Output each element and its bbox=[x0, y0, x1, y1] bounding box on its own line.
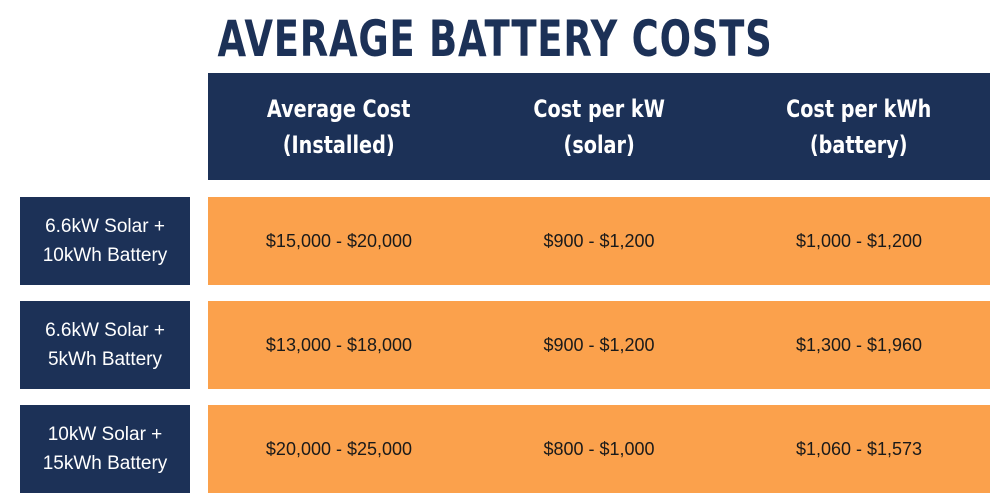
column-header-average-cost: Average Cost (Installed) bbox=[208, 73, 470, 180]
column-header-line2: (solar) bbox=[563, 130, 635, 159]
column-header-line2: (battery) bbox=[810, 130, 908, 159]
row-label-system-2: 6.6kW Solar + 5kWh Battery bbox=[20, 301, 190, 389]
table-cell-cost-per-kw: $900 - $1,200 bbox=[468, 301, 730, 389]
cell-value: $900 - $1,200 bbox=[543, 334, 655, 355]
row-label-line2: 5kWh Battery bbox=[47, 349, 163, 370]
row-label-system-1: 6.6kW Solar + 10kWh Battery bbox=[20, 197, 190, 285]
row-label-line2: 15kWh Battery bbox=[42, 453, 168, 474]
column-header-line1: Cost per kW bbox=[533, 94, 665, 123]
column-header-cost-per-kw: Cost per kW (solar) bbox=[468, 73, 730, 180]
row-label-line1: 6.6kW Solar + bbox=[45, 320, 165, 341]
cell-value: $13,000 - $18,000 bbox=[265, 334, 413, 355]
table-cell-cost-per-kwh: $1,060 - $1,573 bbox=[728, 405, 990, 493]
row-label-line1: 6.6kW Solar + bbox=[45, 216, 165, 237]
column-header-line2: (Installed) bbox=[283, 130, 395, 159]
row-label-system-3: 10kW Solar + 15kWh Battery bbox=[20, 405, 190, 493]
table-cell-cost-per-kwh: $1,000 - $1,200 bbox=[728, 197, 990, 285]
table-cell-average-cost: $15,000 - $20,000 bbox=[208, 197, 470, 285]
cell-value: $20,000 - $25,000 bbox=[265, 438, 413, 459]
cell-value: $1,300 - $1,960 bbox=[795, 334, 923, 355]
table-cell-cost-per-kw: $900 - $1,200 bbox=[468, 197, 730, 285]
table-cell-average-cost: $13,000 - $18,000 bbox=[208, 301, 470, 389]
page-title: AVERAGE BATTERY COSTS bbox=[217, 10, 773, 68]
column-header-line1: Cost per kWh bbox=[786, 94, 932, 123]
table-cell-average-cost: $20,000 - $25,000 bbox=[208, 405, 470, 493]
table-cell-cost-per-kwh: $1,300 - $1,960 bbox=[728, 301, 990, 389]
cell-value: $900 - $1,200 bbox=[543, 230, 655, 251]
cell-value: $1,060 - $1,573 bbox=[795, 438, 923, 459]
column-header-line1: Average Cost bbox=[267, 94, 411, 123]
table-cell-cost-per-kw: $800 - $1,000 bbox=[468, 405, 730, 493]
column-header-cost-per-kwh: Cost per kWh (battery) bbox=[728, 73, 990, 180]
cell-value: $800 - $1,000 bbox=[543, 438, 655, 459]
row-label-line2: 10kWh Battery bbox=[42, 245, 168, 266]
cell-value: $1,000 - $1,200 bbox=[795, 230, 923, 251]
cell-value: $15,000 - $20,000 bbox=[265, 230, 413, 251]
row-label-line1: 10kW Solar + bbox=[47, 424, 163, 445]
